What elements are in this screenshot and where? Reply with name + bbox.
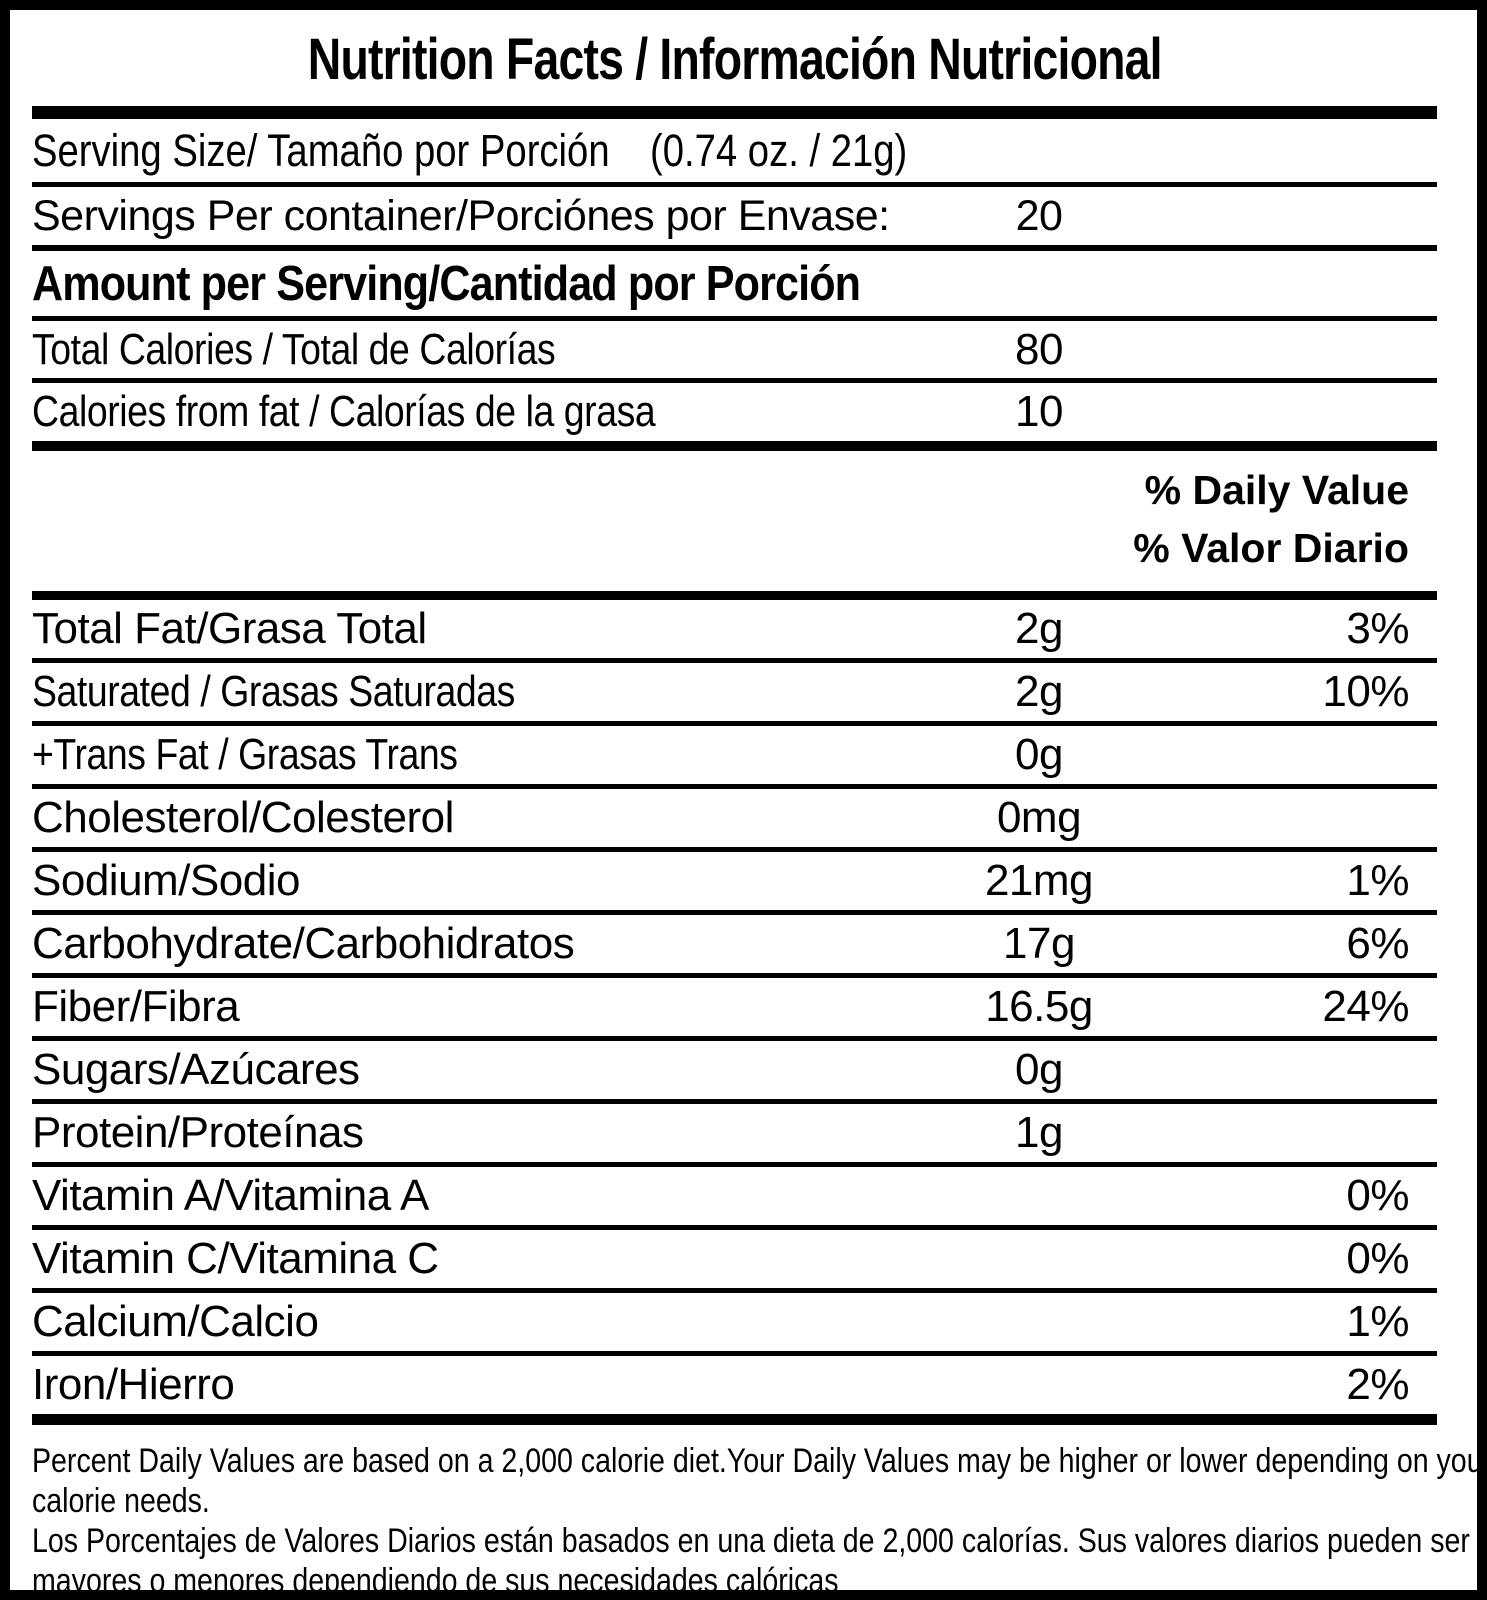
nutrient-daily-value: 2% xyxy=(1346,1360,1409,1409)
amount-per-serving-header: Amount per Serving/Cantidad por Porción xyxy=(32,257,861,311)
nutrient-label-wrap: +Trans Fat / Grasas Trans xyxy=(32,730,909,780)
nutrient-amount: 0g xyxy=(1015,1045,1063,1094)
nutrient-row: Iron/Hierro 2% xyxy=(32,1356,1437,1425)
nutrient-label: Saturated / Grasas Saturadas xyxy=(32,667,515,716)
nutrient-label: Sodium/Sodio xyxy=(32,856,300,905)
footnote: Percent Daily Values are based on a 2,00… xyxy=(32,1425,1487,1600)
nutrient-amount: 0mg xyxy=(996,793,1082,842)
servings-per-container-value: 20 xyxy=(1015,191,1063,240)
nutrient-label-wrap: Total Fat/Grasa Total xyxy=(32,604,909,654)
nutrient-label: Iron/Hierro xyxy=(32,1360,235,1409)
total-calories-label: Total Calories / Total de Calorías xyxy=(32,324,556,374)
serving-size-label-wrap: Serving Size/ Tamaño por Porción xyxy=(32,125,650,177)
nutrient-label-wrap: Vitamin A/Vitamina A xyxy=(32,1171,909,1221)
footnote-es: Los Porcentajes de Valores Diarios están… xyxy=(32,1521,1470,1600)
nutrient-row: +Trans Fat / Grasas Trans 0g xyxy=(32,726,1437,789)
daily-value-header-es: % Valor Diario xyxy=(1133,525,1409,571)
nutrient-amount: 1g xyxy=(1015,1108,1063,1157)
nutrient-daily-value: 6% xyxy=(1346,919,1409,968)
nutrient-daily-value: 10% xyxy=(1322,667,1409,716)
nutrient-label-wrap: Protein/Proteínas xyxy=(32,1108,909,1158)
nutrient-label: Carbohydrate/Carbohidratos xyxy=(32,919,575,968)
footnote-en: Percent Daily Values are based on a 2,00… xyxy=(32,1441,1487,1521)
footnote-line: calorie needs. xyxy=(32,1482,210,1520)
nutrient-row: Vitamin C/Vitamina C 0% xyxy=(32,1230,1437,1293)
total-calories-label-wrap: Total Calories / Total de Calorías xyxy=(32,325,909,375)
nutrient-label-wrap: Sugars/Azúcares xyxy=(32,1045,909,1095)
footnote-line: Los Porcentajes de Valores Diarios están… xyxy=(32,1522,1470,1560)
nutrient-label: Sugars/Azúcares xyxy=(32,1045,360,1094)
nutrient-row: Carbohydrate/Carbohidratos 17g 6% xyxy=(32,915,1437,978)
daily-value-header: % Daily Value % Valor Diario xyxy=(32,451,1437,600)
nutrient-daily-value: 0% xyxy=(1346,1171,1409,1220)
page-title-row: Nutrition Facts / Información Nutriciona… xyxy=(32,10,1437,106)
calories-from-fat-row: Calories from fat / Calorías de la grasa… xyxy=(32,383,1437,451)
nutrient-label-wrap: Sodium/Sodio xyxy=(32,856,909,906)
footnote-line: Percent Daily Values are based on a 2,00… xyxy=(32,1442,1487,1480)
nutrient-amount: 0g xyxy=(1015,730,1063,779)
nutrient-label-wrap: Saturated / Grasas Saturadas xyxy=(32,667,909,717)
nutrient-daily-value: 3% xyxy=(1346,604,1409,653)
nutrient-row: Sodium/Sodio 21mg 1% xyxy=(32,852,1437,915)
nutrient-row: Fiber/Fibra 16.5g 24% xyxy=(32,978,1437,1041)
nutrient-label-wrap: Carbohydrate/Carbohidratos xyxy=(32,919,909,969)
nutrient-daily-value: 24% xyxy=(1322,982,1409,1031)
nutrient-daily-value: 0% xyxy=(1346,1234,1409,1283)
nutrient-label: Fiber/Fibra xyxy=(32,982,240,1031)
calories-from-fat-value: 10 xyxy=(1015,387,1063,436)
nutrient-label: Cholesterol/Colesterol xyxy=(32,793,454,842)
nutrient-daily-value: 1% xyxy=(1346,856,1409,905)
nutrient-row: Saturated / Grasas Saturadas 2g 10% xyxy=(32,663,1437,726)
nutrient-amount: 2g xyxy=(1015,667,1063,716)
nutrient-amount: 17g xyxy=(1003,919,1075,968)
servings-per-container-label: Servings Per container/Porciónes por Env… xyxy=(32,191,890,240)
footnote-line: mayores o menores dependiendo de sus nec… xyxy=(32,1562,839,1600)
nutrient-rows: Total Fat/Grasa Total 2g 3% Saturated / … xyxy=(32,600,1437,1425)
calories-from-fat-label: Calories from fat / Calorías de la grasa xyxy=(32,387,656,436)
nutrient-label-wrap: Vitamin C/Vitamina C xyxy=(32,1234,909,1284)
nutrient-label-wrap: Cholesterol/Colesterol xyxy=(32,793,909,843)
header-separator-bar xyxy=(32,106,1437,119)
nutrient-row: Vitamin A/Vitamina A 0% xyxy=(32,1167,1437,1230)
servings-per-container-row: Servings Per container/Porciónes por Env… xyxy=(32,187,1437,251)
nutrient-amount: 2g xyxy=(1015,604,1063,653)
nutrient-label: Protein/Proteínas xyxy=(32,1108,364,1157)
nutrient-row: Cholesterol/Colesterol 0mg xyxy=(32,789,1437,852)
daily-value-header-en: % Daily Value xyxy=(1144,467,1409,513)
page-title: Nutrition Facts / Información Nutriciona… xyxy=(307,27,1162,92)
amount-per-serving-header-row: Amount per Serving/Cantidad por Porción xyxy=(32,251,1437,321)
calories-from-fat-label-wrap: Calories from fat / Calorías de la grasa xyxy=(32,387,909,437)
nutrient-amount: 16.5g xyxy=(985,982,1093,1031)
nutrient-label: Calcium/Calcio xyxy=(32,1297,319,1346)
serving-size-label: Serving Size/ Tamaño por Porción xyxy=(32,124,610,176)
total-calories-row: Total Calories / Total de Calorías 80 xyxy=(32,321,1437,383)
serving-size-row: Serving Size/ Tamaño por Porción (0.74 o… xyxy=(32,119,1437,187)
nutrient-label: Vitamin C/Vitamina C xyxy=(32,1234,439,1283)
serving-size-value-wrap: (0.74 oz. / 21g) xyxy=(650,125,1437,177)
total-calories-value: 80 xyxy=(1015,324,1063,374)
nutrient-label-wrap: Calcium/Calcio xyxy=(32,1297,909,1347)
nutrient-row: Sugars/Azúcares 0g xyxy=(32,1041,1437,1104)
nutrient-label: Vitamin A/Vitamina A xyxy=(32,1171,429,1220)
nutrient-daily-value: 1% xyxy=(1346,1297,1409,1346)
nutrient-amount: 21mg xyxy=(984,856,1094,905)
nutrient-label: +Trans Fat / Grasas Trans xyxy=(32,730,458,779)
nutrient-row: Total Fat/Grasa Total 2g 3% xyxy=(32,600,1437,663)
nutrient-label-wrap: Fiber/Fibra xyxy=(32,982,909,1032)
nutrient-label-wrap: Iron/Hierro xyxy=(32,1360,909,1410)
nutrient-row: Protein/Proteínas 1g xyxy=(32,1104,1437,1167)
nutrient-row: Calcium/Calcio 1% xyxy=(32,1293,1437,1356)
serving-size-value: (0.74 oz. / 21g) xyxy=(650,124,908,176)
nutrient-label: Total Fat/Grasa Total xyxy=(32,604,427,653)
